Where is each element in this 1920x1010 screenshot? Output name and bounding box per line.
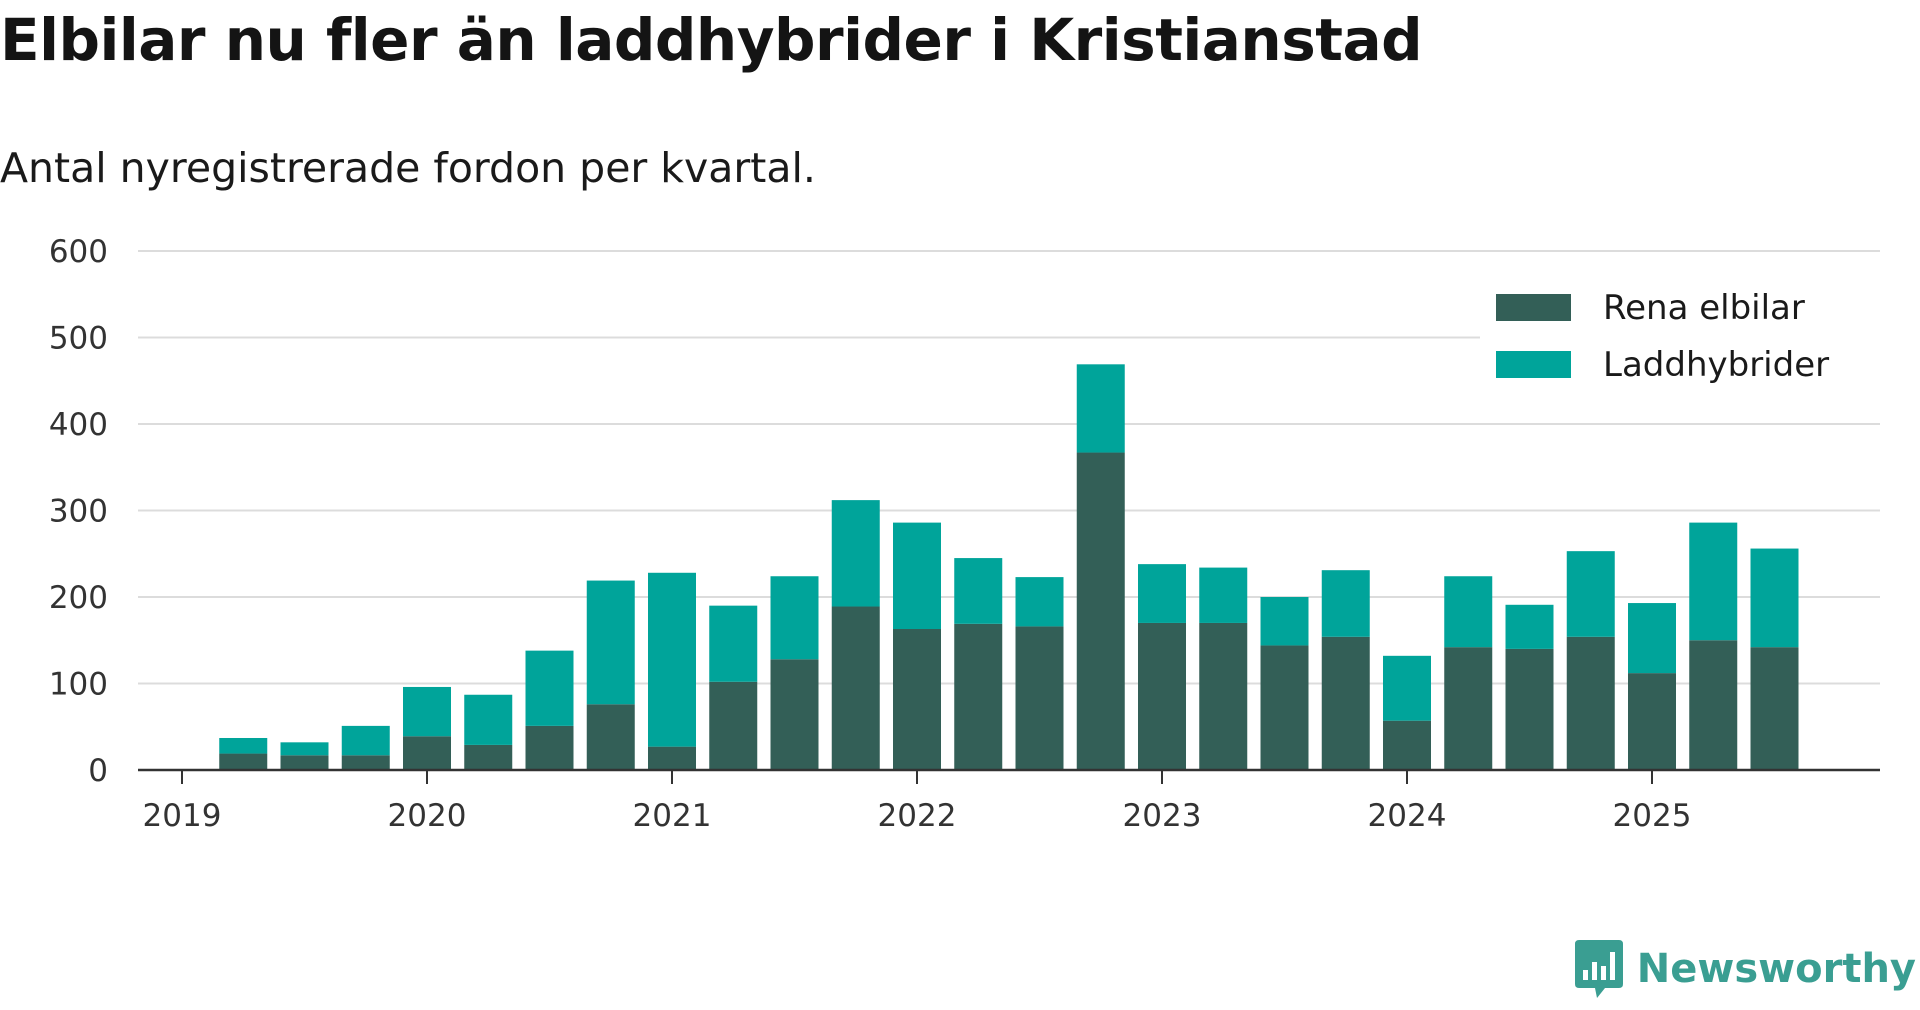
y-tick-label-600: 600 xyxy=(49,234,108,270)
legend-label-rena-elbilar: Rena elbilar xyxy=(1603,288,1805,328)
legend-swatch-laddhybrider xyxy=(1496,351,1571,378)
bar-chart-speech-bubble-icon xyxy=(1574,940,1623,998)
bar-laddhybrider-2024-Q1 xyxy=(1383,655,1431,721)
x-tick-label-2019: 2019 xyxy=(143,798,222,834)
bar-laddhybrider-2019-Q3 xyxy=(280,742,329,756)
bar-rena-elbilar-2021-Q4 xyxy=(831,606,880,770)
chart-title: Elbilar nu fler än laddhybrider i Kristi… xyxy=(0,6,1423,74)
bar-laddhybrider-2025-Q3 xyxy=(1750,548,1799,648)
bar-rena-elbilar-2024-Q3 xyxy=(1505,648,1554,770)
bar-laddhybrider-2023-Q4 xyxy=(1321,570,1370,637)
y-tick-label-400: 400 xyxy=(49,407,108,443)
bar-laddhybrider-2024-Q2 xyxy=(1444,576,1493,648)
y-tick-label-100: 100 xyxy=(49,667,108,703)
bar-rena-elbilar-2020-Q4 xyxy=(586,704,635,770)
bar-laddhybrider-2024-Q3 xyxy=(1505,604,1554,649)
gridlines xyxy=(138,250,1880,685)
bar-rena-elbilar-2019-Q4 xyxy=(341,755,390,770)
bar-rena-elbilar-2024-Q4 xyxy=(1566,636,1615,770)
bar-rena-elbilar-2022-Q3 xyxy=(1015,626,1064,770)
bar-rena-elbilar-2022-Q4 xyxy=(1076,452,1125,770)
bar-rena-elbilar-2024-Q2 xyxy=(1444,647,1493,770)
bar-laddhybrider-2019-Q2 xyxy=(219,737,268,754)
bar-laddhybrider-2020-Q1 xyxy=(403,686,451,737)
bar-laddhybrider-2022-Q2 xyxy=(954,558,1003,624)
bar-laddhybrider-2023-Q2 xyxy=(1199,567,1248,623)
bar-rena-elbilar-2020-Q1 xyxy=(403,736,451,770)
chart-subtitle: Antal nyregistrerade fordon per kvartal. xyxy=(0,144,816,192)
axes: 0 100 200 300 400 500 600 2019 2020 2021 2022 2023 2… xyxy=(49,234,1880,834)
bar-laddhybrider-2023-Q1 xyxy=(1138,564,1186,623)
y-tick-label-500: 500 xyxy=(49,321,108,357)
bar-rena-elbilar-2023-Q3 xyxy=(1260,645,1309,770)
bar-rena-elbilar-2025-Q2 xyxy=(1689,640,1738,770)
bar-laddhybrider-2020-Q3 xyxy=(525,650,574,726)
brand-name: Newsworthy xyxy=(1636,946,1916,992)
bar-laddhybrider-2021-Q4 xyxy=(831,500,880,607)
bar-laddhybrider-2022-Q1 xyxy=(893,522,941,630)
bar-rena-elbilar-2022-Q2 xyxy=(954,623,1003,770)
bar-rena-elbilar-2023-Q4 xyxy=(1321,636,1370,770)
bar-rena-elbilar-2022-Q1 xyxy=(893,629,941,770)
x-tick-label-2024: 2024 xyxy=(1368,798,1447,834)
bar-laddhybrider-2022-Q3 xyxy=(1015,577,1064,627)
bar-rena-elbilar-2025-Q3 xyxy=(1750,647,1799,770)
bar-rena-elbilar-2019-Q3 xyxy=(280,755,329,770)
legend-swatch-rena-elbilar xyxy=(1496,294,1571,321)
x-tick-label-2020: 2020 xyxy=(388,798,467,834)
x-tick-label-2025: 2025 xyxy=(1613,798,1692,834)
bar-rena-elbilar-2019-Q2 xyxy=(219,753,268,770)
legend: Rena elbilar Laddhybrider xyxy=(1480,275,1890,385)
bar-rena-elbilar-2020-Q2 xyxy=(464,744,513,770)
brand-logo: Newsworthy xyxy=(1573,938,1916,1000)
bar-laddhybrider-2021-Q1 xyxy=(648,572,696,747)
bar-laddhybrider-2025-Q2 xyxy=(1689,522,1738,641)
bar-laddhybrider-2020-Q2 xyxy=(464,694,513,745)
bar-rena-elbilar-2023-Q1 xyxy=(1138,622,1186,770)
bar-rena-elbilar-2024-Q1 xyxy=(1383,720,1431,770)
bar-laddhybrider-2022-Q4 xyxy=(1076,364,1125,453)
y-tick-label-200: 200 xyxy=(49,580,108,616)
x-tick-label-2022: 2022 xyxy=(878,798,957,834)
bar-rena-elbilar-2021-Q1 xyxy=(648,746,696,770)
bar-rena-elbilar-2021-Q2 xyxy=(709,681,758,770)
x-tick-label-2023: 2023 xyxy=(1123,798,1202,834)
bar-laddhybrider-2019-Q4 xyxy=(341,725,390,756)
x-tick-label-2021: 2021 xyxy=(633,798,712,834)
bar-rena-elbilar-2020-Q3 xyxy=(525,725,574,770)
bar-rena-elbilar-2021-Q3 xyxy=(770,659,819,770)
bar-laddhybrider-2024-Q4 xyxy=(1566,551,1615,637)
legend-label-laddhybrider: Laddhybrider xyxy=(1603,345,1829,385)
bar-laddhybrider-2025-Q1 xyxy=(1628,603,1676,674)
y-tick-label-300: 300 xyxy=(49,494,108,530)
bar-laddhybrider-2020-Q4 xyxy=(586,580,635,705)
bar-laddhybrider-2023-Q3 xyxy=(1260,597,1309,646)
bar-laddhybrider-2021-Q2 xyxy=(709,605,758,682)
bar-rena-elbilar-2025-Q1 xyxy=(1628,673,1676,770)
y-tick-label-0: 0 xyxy=(88,753,108,789)
bars xyxy=(219,364,1799,770)
bar-rena-elbilar-2023-Q2 xyxy=(1199,622,1248,770)
bar-laddhybrider-2021-Q3 xyxy=(770,576,819,660)
